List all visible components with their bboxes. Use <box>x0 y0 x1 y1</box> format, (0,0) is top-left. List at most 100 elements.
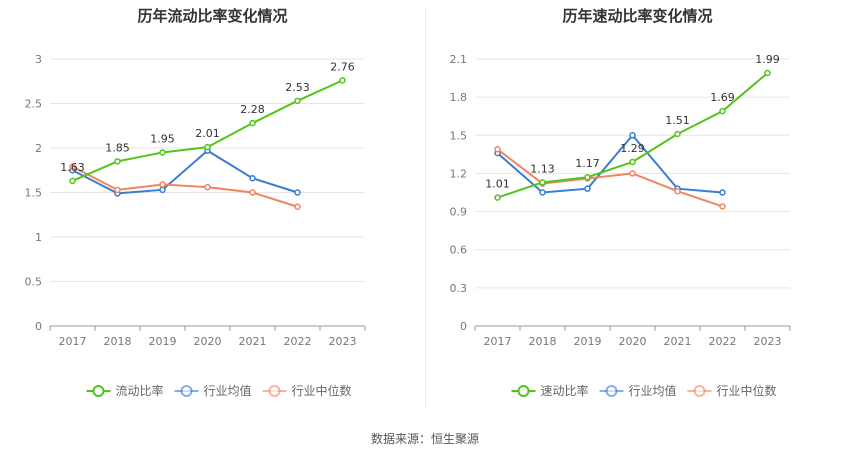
legend-swatch-marker <box>92 385 105 397</box>
y-tick-label: 1.5 <box>450 129 468 142</box>
legend-label: 行业均值 <box>629 383 677 398</box>
data-label: 1.51 <box>665 114 690 127</box>
data-point <box>204 143 211 151</box>
x-tick-label: 2023 <box>754 335 782 348</box>
data-label: 1.85 <box>105 141 130 154</box>
data-label: 2.28 <box>240 103 265 116</box>
legend-label: 速动比率 <box>541 383 589 398</box>
data-point <box>584 185 591 192</box>
legend-swatch-marker <box>268 385 281 397</box>
data-source-note: 数据来源：恒生聚源 <box>370 432 479 446</box>
data-point <box>159 181 166 188</box>
data-point <box>719 189 726 196</box>
data-label: 1.95 <box>150 132 175 145</box>
y-tick-label: 3 <box>35 53 42 66</box>
data-point <box>764 69 771 77</box>
legend-label: 行业中位数 <box>292 383 352 398</box>
data-point <box>114 186 121 194</box>
data-point <box>719 203 726 210</box>
quick-ratio-chart: 0 0.3 0.6 0.9 1.2 1.5 1.8 2.1 2017 2018 2019 2020 20… <box>450 53 791 398</box>
data-point <box>69 177 76 185</box>
y-tick-label: 1.2 <box>450 167 468 180</box>
data-point <box>629 158 636 166</box>
data-point <box>69 163 76 170</box>
data-label: 1.01 <box>485 178 510 191</box>
y-tick-label: 0 <box>460 320 467 333</box>
y-tick-label: 2.5 <box>25 98 43 111</box>
legend-swatch-marker <box>693 385 706 397</box>
data-point <box>674 187 681 195</box>
legend-label: 流动比率 <box>116 383 164 398</box>
x-tick-label: 2018 <box>529 335 557 348</box>
data-point <box>249 175 256 182</box>
legend-item[interactable]: 行业均值 <box>174 383 252 398</box>
current-ratio-chart-panel: 历年流动比率变化情况 0 0.5 1 1.5 2 2.5 3 2017 2018 2019 2020… <box>0 0 425 410</box>
data-label: 1.63 <box>60 161 85 174</box>
series-line <box>72 165 298 208</box>
data-point <box>494 194 501 201</box>
data-label: 2.01 <box>195 127 220 140</box>
y-tick-label: 0 <box>35 320 42 333</box>
data-point <box>249 189 256 196</box>
data-point <box>204 183 211 191</box>
x-tick-label: 2019 <box>574 335 602 348</box>
data-label: 1.69 <box>710 91 735 104</box>
y-tick-label: 2.1 <box>450 53 468 66</box>
x-tick-label: 2023 <box>329 335 357 348</box>
data-point <box>159 149 166 156</box>
data-label: 1.17 <box>575 157 600 170</box>
legend-label: 行业中位数 <box>717 383 777 398</box>
series-line <box>496 148 723 208</box>
legend-item[interactable]: 行业中位数 <box>262 383 352 398</box>
y-tick-label: 1.5 <box>25 187 43 200</box>
x-tick-label: 2021 <box>239 335 267 348</box>
x-tick-label: 2021 <box>664 335 692 348</box>
data-point <box>494 146 501 153</box>
legend-item[interactable]: 流动比率 <box>86 383 164 398</box>
chart-title: 历年流动比率变化情况 <box>137 7 288 25</box>
y-tick-label: 0.3 <box>450 282 468 295</box>
y-tick-label: 0.5 <box>25 276 43 289</box>
x-tick-label: 2017 <box>59 335 87 348</box>
y-tick-label: 1.8 <box>450 91 468 104</box>
series-line <box>496 133 723 194</box>
data-point <box>584 173 591 181</box>
x-tick-label: 2020 <box>194 335 222 348</box>
data-point <box>719 107 726 115</box>
panel-divider <box>425 8 426 408</box>
x-tick-label: 2018 <box>104 335 132 348</box>
data-point <box>539 189 546 196</box>
data-point <box>294 203 301 210</box>
legend-item[interactable]: 速动比率 <box>511 383 589 398</box>
x-tick-label: 2019 <box>149 335 177 348</box>
y-tick-label: 0.6 <box>450 244 468 257</box>
legend-swatch-marker <box>180 385 193 397</box>
data-point <box>249 119 256 127</box>
x-tick-label: 2022 <box>709 335 737 348</box>
data-point <box>539 179 546 186</box>
x-tick-label: 2022 <box>284 335 312 348</box>
data-label: 2.53 <box>285 81 310 94</box>
legend-item[interactable]: 行业均值 <box>599 383 677 398</box>
quick-ratio-chart-panel: 历年速动比率变化情况 0 0.3 0.6 0.9 1.2 1.5 1.8 2.1 2017 201… <box>425 0 850 410</box>
data-label: 2.76 <box>330 60 355 73</box>
series-line <box>72 149 298 195</box>
data-point <box>159 186 166 194</box>
x-tick-label: 2017 <box>484 335 512 348</box>
legend-swatch-marker <box>517 385 530 397</box>
chart-title: 历年速动比率变化情况 <box>562 7 713 25</box>
data-label: 1.29 <box>620 142 645 155</box>
legend-swatch-marker <box>605 385 618 397</box>
data-point <box>629 132 636 139</box>
legend-item[interactable]: 行业中位数 <box>687 383 777 398</box>
data-label: 1.99 <box>755 53 780 66</box>
data-point <box>629 170 636 177</box>
data-label: 1.13 <box>530 162 555 175</box>
legend-label: 行业均值 <box>204 383 252 398</box>
data-point <box>294 189 301 196</box>
x-tick-label: 2020 <box>619 335 647 348</box>
data-point <box>294 97 301 105</box>
y-tick-label: 1 <box>35 231 42 244</box>
y-tick-label: 0.9 <box>450 206 468 219</box>
